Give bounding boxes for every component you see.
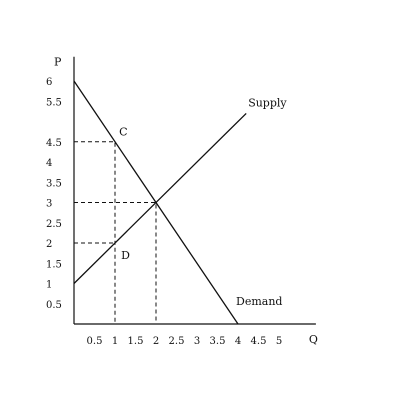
curves: Supply Demand [73, 80, 287, 325]
y-tick-1: 1 [46, 280, 52, 291]
supply-label: Supply [248, 96, 287, 109]
guide-line-3 [74, 202, 157, 324]
y-tick-3: 3 [46, 199, 52, 210]
x-axis-title: Q [309, 333, 318, 346]
axes [73, 56, 316, 325]
x-tick-4-5: 4.5 [251, 336, 267, 347]
point-label-d: D [121, 249, 130, 262]
y-tick-6: 6 [46, 77, 52, 88]
y-axis-title: P [54, 56, 62, 69]
guide-lines [74, 141, 157, 324]
x-tick-4: 4 [235, 336, 241, 347]
y-tick-4-5: 4.5 [46, 138, 62, 149]
demand-label: Demand [236, 295, 282, 308]
x-tick-2-5: 2.5 [169, 336, 185, 347]
y-tick-2: 2 [46, 239, 52, 250]
y-tick-5-5: 5.5 [46, 97, 62, 108]
tick-labels: 0.5 1 1.5 2 2.5 3 3.5 4 4.5 5 0.5 1 1.5 2 2.5 3 3.5 4 4.5 5… [46, 77, 282, 347]
y-tick-4: 4 [46, 158, 52, 169]
y-tick-2-5: 2.5 [46, 219, 62, 230]
x-tick-1: 1 [112, 336, 118, 347]
x-tick-0-5: 0.5 [87, 336, 103, 347]
guide-line-1 [74, 141, 116, 324]
chart-labels: P Q C D [54, 56, 318, 346]
point-label-c: C [119, 126, 127, 139]
y-tick-3-5: 3.5 [46, 178, 62, 189]
y-tick-0-5: 0.5 [46, 300, 62, 311]
x-tick-3-5: 3.5 [210, 336, 226, 347]
supply-curve [73, 112, 247, 284]
demand-curve [73, 80, 239, 325]
x-tick-3: 3 [194, 336, 200, 347]
y-tick-1-5: 1.5 [46, 259, 62, 270]
x-tick-2: 2 [153, 336, 159, 347]
x-tick-1-5: 1.5 [128, 336, 144, 347]
x-tick-5: 5 [276, 336, 282, 347]
